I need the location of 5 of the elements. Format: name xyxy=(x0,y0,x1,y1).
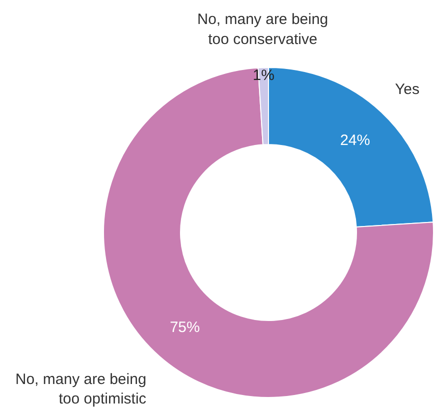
data-label: 24% xyxy=(340,132,370,149)
slice-label: No, many are being too optimistic xyxy=(15,371,147,408)
data-label: 75% xyxy=(170,318,200,336)
slice-label: Yes xyxy=(395,80,420,98)
slice-label: No, many are being too conservative xyxy=(197,11,328,48)
